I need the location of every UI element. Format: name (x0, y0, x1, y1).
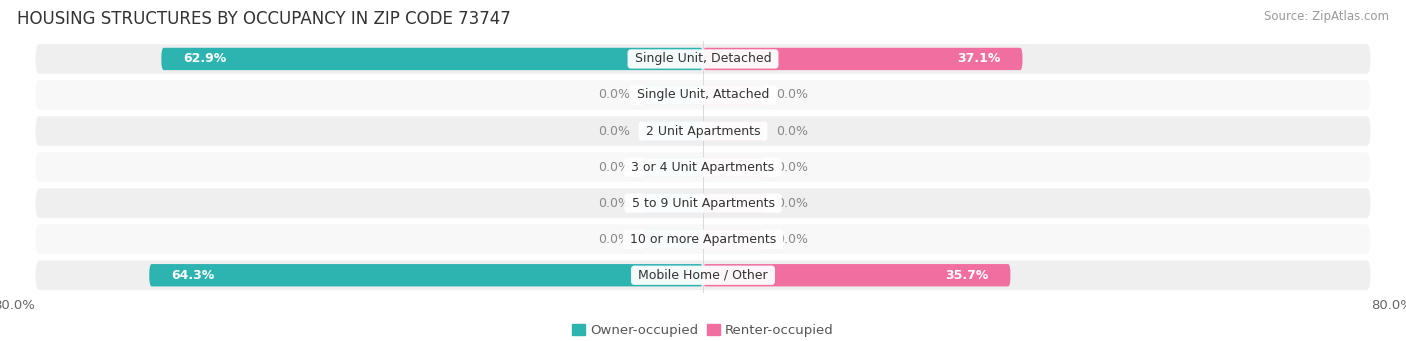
Text: 0.0%: 0.0% (776, 233, 808, 246)
FancyBboxPatch shape (35, 152, 1371, 182)
Text: 0.0%: 0.0% (598, 89, 630, 102)
Text: 0.0%: 0.0% (598, 197, 630, 210)
FancyBboxPatch shape (643, 158, 703, 176)
Text: 62.9%: 62.9% (183, 53, 226, 65)
Text: 64.3%: 64.3% (170, 269, 214, 282)
FancyBboxPatch shape (35, 44, 1371, 74)
Text: Single Unit, Attached: Single Unit, Attached (633, 89, 773, 102)
Text: Single Unit, Detached: Single Unit, Detached (631, 53, 775, 65)
Legend: Owner-occupied, Renter-occupied: Owner-occupied, Renter-occupied (567, 318, 839, 341)
Text: 0.0%: 0.0% (598, 124, 630, 137)
FancyBboxPatch shape (35, 116, 1371, 146)
FancyBboxPatch shape (703, 122, 763, 140)
FancyBboxPatch shape (35, 261, 1371, 290)
FancyBboxPatch shape (703, 194, 763, 212)
FancyBboxPatch shape (149, 264, 703, 286)
Text: 5 to 9 Unit Apartments: 5 to 9 Unit Apartments (627, 197, 779, 210)
Text: 35.7%: 35.7% (946, 269, 988, 282)
FancyBboxPatch shape (703, 264, 1011, 286)
Text: 0.0%: 0.0% (776, 197, 808, 210)
Text: 10 or more Apartments: 10 or more Apartments (626, 233, 780, 246)
Text: 0.0%: 0.0% (776, 161, 808, 174)
FancyBboxPatch shape (703, 230, 763, 249)
FancyBboxPatch shape (35, 80, 1371, 110)
Text: Source: ZipAtlas.com: Source: ZipAtlas.com (1264, 10, 1389, 23)
FancyBboxPatch shape (643, 194, 703, 212)
Text: 0.0%: 0.0% (776, 89, 808, 102)
FancyBboxPatch shape (35, 188, 1371, 218)
Text: Mobile Home / Other: Mobile Home / Other (634, 269, 772, 282)
FancyBboxPatch shape (703, 86, 763, 104)
Text: 37.1%: 37.1% (957, 53, 1001, 65)
Text: 3 or 4 Unit Apartments: 3 or 4 Unit Apartments (627, 161, 779, 174)
Text: 2 Unit Apartments: 2 Unit Apartments (641, 124, 765, 137)
Text: 0.0%: 0.0% (598, 233, 630, 246)
Text: HOUSING STRUCTURES BY OCCUPANCY IN ZIP CODE 73747: HOUSING STRUCTURES BY OCCUPANCY IN ZIP C… (17, 10, 510, 28)
FancyBboxPatch shape (703, 158, 763, 176)
FancyBboxPatch shape (643, 122, 703, 140)
Text: 0.0%: 0.0% (776, 124, 808, 137)
FancyBboxPatch shape (643, 230, 703, 249)
Text: 0.0%: 0.0% (598, 161, 630, 174)
FancyBboxPatch shape (35, 224, 1371, 254)
FancyBboxPatch shape (162, 48, 703, 70)
FancyBboxPatch shape (703, 48, 1022, 70)
FancyBboxPatch shape (643, 86, 703, 104)
